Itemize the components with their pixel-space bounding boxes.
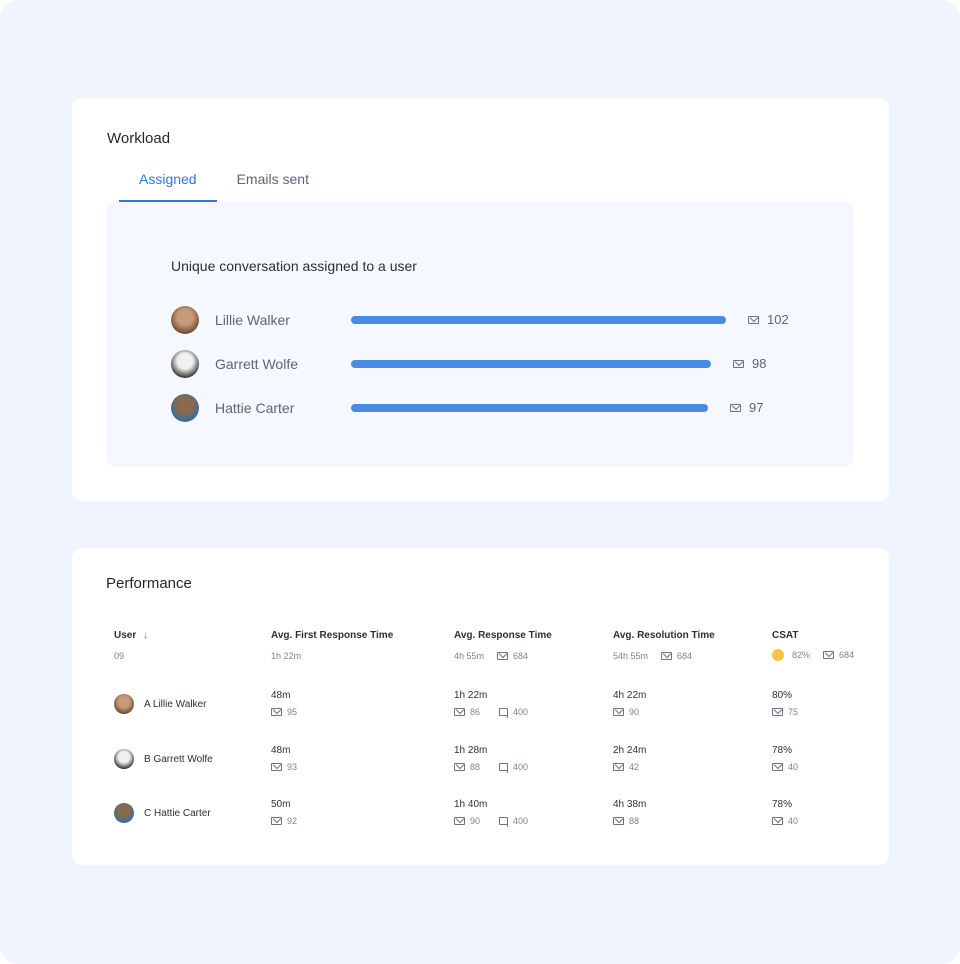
resolution-count: 88: [613, 816, 639, 826]
mail-icon: [454, 763, 465, 771]
first-response-time: 48m: [271, 690, 291, 701]
performance-title: Performance: [106, 575, 192, 592]
column-header: Avg. First Response Time: [271, 630, 394, 641]
mail-icon: [733, 359, 744, 368]
summary-resp: 4h 55m 684: [454, 651, 529, 661]
sort-down-icon[interactable]: ↓: [143, 630, 149, 641]
csat-value: 78%: [772, 745, 793, 756]
response-time: 1h 28m: [454, 745, 488, 756]
chat-icon: [499, 817, 508, 827]
response-time: 1h 22m: [454, 690, 488, 701]
resolution-time: 4h 22m: [613, 690, 647, 701]
csat-count: 40: [772, 762, 798, 772]
mail-icon: [454, 817, 465, 825]
workload-card: Workload Assigned Emails sent Unique con…: [72, 98, 889, 501]
mail-icon: [613, 763, 624, 771]
mail-icon: [730, 403, 741, 412]
csat-value: 80%: [772, 690, 793, 701]
mail-icon: [613, 817, 624, 825]
panel-title: Unique conversation assigned to a user: [171, 258, 417, 274]
column-header: Avg. Resolution Time: [613, 630, 715, 641]
tab-emails-sent[interactable]: Emails sent: [236, 171, 309, 187]
chat-icon: [499, 708, 508, 718]
avatar: [171, 306, 199, 334]
workload-bar: [351, 360, 711, 368]
column-header: Avg. Response Time: [454, 630, 552, 641]
resolution-time: 4h 38m: [613, 799, 647, 810]
workload-bar: [351, 316, 726, 324]
mail-icon: [772, 817, 783, 825]
tab-assigned[interactable]: Assigned: [119, 170, 217, 202]
mail-icon: [271, 817, 282, 825]
first-response-time: 48m: [271, 745, 291, 756]
resolution-time: 2h 24m: [613, 745, 647, 756]
workload-tabs: Assigned Emails sent: [119, 170, 329, 202]
workload-title: Workload: [107, 130, 171, 147]
mail-icon: [823, 651, 835, 659]
avatar: [171, 350, 199, 378]
workload-value: 97: [730, 400, 763, 415]
mail-icon: [271, 708, 282, 716]
mail-icon: [454, 708, 465, 716]
first-response-count: 95: [271, 707, 297, 717]
first-response-count: 93: [271, 762, 297, 772]
response-count: 88 400: [454, 762, 528, 773]
summary-user-count: 09: [114, 651, 125, 661]
summary-first: 1h 22m: [271, 651, 302, 661]
resolution-count: 90: [613, 707, 639, 717]
avatar: [114, 803, 134, 823]
response-time: 1h 40m: [454, 799, 488, 810]
user-name: Garrett Wolfe: [215, 356, 298, 372]
user-name: C Hattie Carter: [144, 808, 211, 819]
workload-row: Hattie Carter 97: [171, 394, 851, 422]
smiley-icon: [772, 649, 784, 661]
first-response-count: 92: [271, 816, 297, 826]
mail-icon: [497, 652, 509, 660]
mail-icon: [772, 708, 783, 716]
response-count: 90 400: [454, 816, 528, 827]
workload-value: 98: [733, 356, 766, 371]
first-response-time: 50m: [271, 799, 291, 810]
workload-panel: Unique conversation assigned to a user L…: [106, 202, 854, 467]
mail-icon: [772, 763, 783, 771]
user-name: A Lillie Walker: [144, 699, 207, 710]
user-name: B Garrett Wolfe: [144, 754, 213, 765]
avatar: [171, 394, 199, 422]
avatar: [114, 749, 134, 769]
summary-csat: 82% 684: [772, 649, 854, 661]
mail-icon: [271, 763, 282, 771]
mail-icon: [748, 315, 759, 324]
workload-row: Garrett Wolfe 98: [171, 350, 851, 378]
csat-count: 40: [772, 816, 798, 826]
user-name: Lillie Walker: [215, 312, 290, 328]
performance-card: Performance User ↓ Avg. First Response Ti…: [72, 548, 889, 865]
workload-value: 102: [748, 312, 789, 327]
csat-value: 78%: [772, 799, 793, 810]
workload-bar: [351, 404, 708, 412]
summary-resol: 54h 55m 684: [613, 651, 693, 661]
resolution-count: 42: [613, 762, 639, 772]
csat-count: 75: [772, 707, 798, 717]
workload-row: Lillie Walker 102: [171, 306, 851, 334]
chat-icon: [499, 763, 508, 773]
avatar: [114, 694, 134, 714]
column-header[interactable]: User ↓: [114, 630, 149, 641]
mail-icon: [661, 652, 673, 660]
column-header: CSAT: [772, 630, 799, 641]
mail-icon: [613, 708, 624, 716]
user-name: Hattie Carter: [215, 400, 295, 416]
response-count: 86 400: [454, 707, 528, 718]
